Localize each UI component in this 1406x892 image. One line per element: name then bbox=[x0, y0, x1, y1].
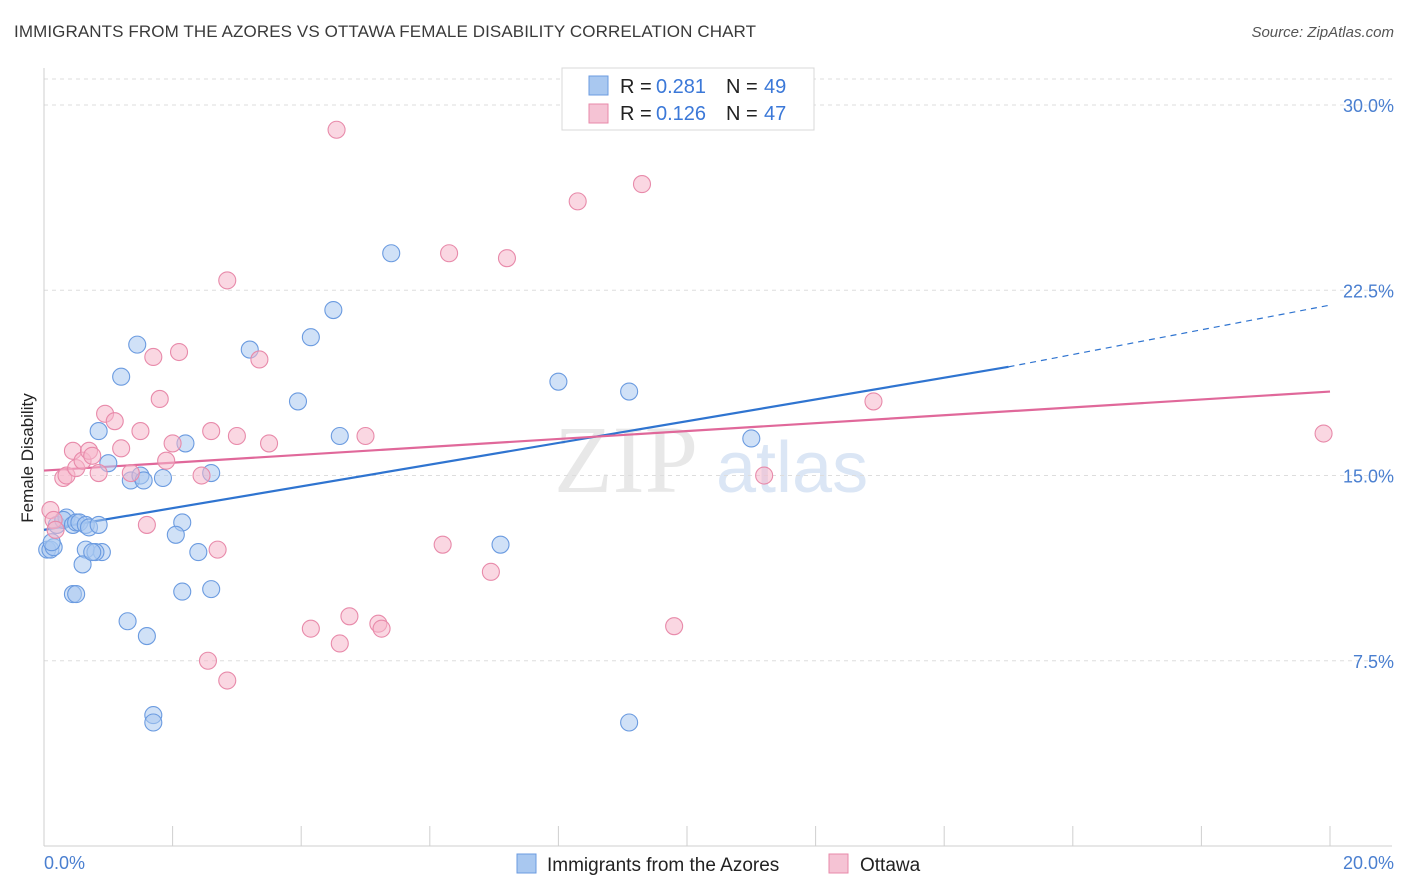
x-tick-label-max: 20.0% bbox=[1343, 853, 1394, 873]
data-point-pink bbox=[665, 617, 684, 636]
data-point-pink bbox=[440, 244, 459, 263]
source-label: Source: ZipAtlas.com bbox=[1251, 24, 1394, 41]
data-point-pink bbox=[864, 392, 883, 411]
legend-swatch-blue bbox=[588, 75, 609, 96]
bottom-legend-label-ottawa: Ottawa bbox=[860, 855, 921, 876]
legend-r-label-1: R = bbox=[620, 76, 652, 98]
data-point-blue bbox=[128, 335, 147, 354]
legend-n-label-1: N = bbox=[726, 76, 758, 98]
data-point-pink bbox=[169, 342, 189, 362]
chart-title: IMMIGRANTS FROM THE AZORES VS OTTAWA FEM… bbox=[14, 22, 757, 41]
data-point-blue bbox=[620, 713, 639, 732]
data-point-blue bbox=[73, 555, 92, 574]
data-point-blue bbox=[549, 372, 568, 391]
data-point-pink bbox=[131, 422, 150, 441]
data-point-pink bbox=[83, 446, 102, 465]
data-point-pink bbox=[497, 249, 517, 268]
trend-line-pink bbox=[43, 390, 1331, 472]
legend-n-value-2: 47 bbox=[764, 103, 786, 125]
data-point-pink bbox=[433, 535, 452, 554]
data-point-blue bbox=[153, 468, 173, 488]
legend-swatch-pink bbox=[588, 103, 609, 124]
data-point-pink bbox=[227, 426, 246, 446]
y-tick-label: 7.5% bbox=[1353, 652, 1394, 672]
data-point-pink bbox=[208, 540, 227, 559]
axes bbox=[43, 68, 1392, 847]
data-point-pink bbox=[218, 671, 237, 690]
data-point-pink bbox=[150, 389, 169, 409]
data-point-blue bbox=[112, 367, 131, 386]
data-point-blue bbox=[89, 422, 108, 441]
data-point-blue bbox=[189, 543, 208, 562]
legend-n-label-2: N = bbox=[726, 103, 758, 125]
data-point-pink bbox=[330, 634, 349, 653]
data-point-pink bbox=[202, 422, 221, 441]
data-point-pink bbox=[105, 412, 124, 431]
data-point-pink bbox=[632, 175, 652, 194]
data-point-pink bbox=[372, 619, 391, 638]
data-point-blue bbox=[324, 300, 343, 320]
y-tick-label: 30.0% bbox=[1343, 96, 1394, 116]
legend-r-label-2: R = bbox=[620, 103, 652, 125]
data-point-pink bbox=[327, 120, 346, 139]
data-point-pink bbox=[192, 466, 211, 485]
data-point-blue bbox=[67, 585, 86, 604]
trend-line-extension-blue bbox=[1008, 304, 1331, 368]
data-point-pink bbox=[568, 192, 587, 211]
data-point-pink bbox=[301, 619, 320, 638]
data-points bbox=[38, 120, 1333, 732]
legend-n-value-1: 49 bbox=[764, 76, 786, 98]
data-point-blue bbox=[83, 543, 102, 562]
data-point-pink bbox=[250, 350, 269, 369]
data-point-blue bbox=[491, 535, 510, 554]
data-point-pink bbox=[481, 562, 500, 581]
legend-r-value-2: 0.126 bbox=[656, 103, 706, 125]
y-tick-label: 15.0% bbox=[1343, 467, 1394, 487]
gridlines bbox=[44, 78, 1392, 662]
data-point-pink bbox=[157, 451, 176, 470]
data-point-blue bbox=[144, 713, 163, 732]
y-tick-label: 22.5% bbox=[1343, 281, 1394, 301]
data-point-pink bbox=[340, 607, 359, 626]
data-point-pink bbox=[121, 464, 140, 483]
watermark-atlas: atlas bbox=[716, 428, 868, 508]
x-tick-label-min: 0.0% bbox=[44, 853, 85, 873]
data-point-pink bbox=[198, 651, 218, 670]
data-point-pink bbox=[356, 426, 375, 446]
data-point-blue bbox=[382, 244, 401, 263]
trend-lines bbox=[43, 304, 1331, 531]
bottom-legend-swatch-pink bbox=[828, 853, 849, 874]
legend-box: R = 0.281 N = 49 R = 0.126 N = 47 bbox=[561, 67, 815, 131]
y-axis-label: Female Disability bbox=[18, 393, 37, 523]
data-point-pink bbox=[112, 439, 131, 458]
data-point-blue bbox=[89, 515, 108, 534]
data-point-pink bbox=[46, 520, 65, 539]
data-point-blue bbox=[288, 392, 308, 411]
data-point-pink bbox=[755, 466, 774, 485]
data-point-blue bbox=[118, 612, 137, 631]
data-point-blue bbox=[742, 429, 761, 448]
data-point-pink bbox=[259, 434, 279, 453]
data-point-pink bbox=[137, 515, 156, 534]
data-point-pink bbox=[163, 434, 182, 453]
bottom-legend-swatch-blue bbox=[516, 853, 537, 874]
data-point-blue bbox=[137, 627, 156, 646]
data-point-blue bbox=[166, 525, 185, 544]
data-point-blue bbox=[301, 328, 320, 347]
data-point-blue bbox=[202, 580, 221, 599]
data-point-pink bbox=[1314, 424, 1333, 443]
data-point-blue bbox=[620, 382, 639, 401]
bottom-legend-label-azores: Immigrants from the Azores bbox=[547, 855, 779, 876]
data-point-pink bbox=[144, 347, 163, 367]
bottom-legend: Immigrants from the Azores Ottawa bbox=[516, 853, 921, 876]
legend-r-value-1: 0.281 bbox=[656, 76, 706, 98]
trend-line-blue bbox=[43, 365, 1009, 531]
data-point-blue bbox=[330, 426, 349, 446]
data-point-pink bbox=[89, 464, 108, 483]
y-tick-labels: 7.5% 15.0% 22.5% 30.0% bbox=[1343, 96, 1394, 672]
data-point-pink bbox=[218, 271, 237, 290]
data-point-blue bbox=[173, 582, 192, 601]
